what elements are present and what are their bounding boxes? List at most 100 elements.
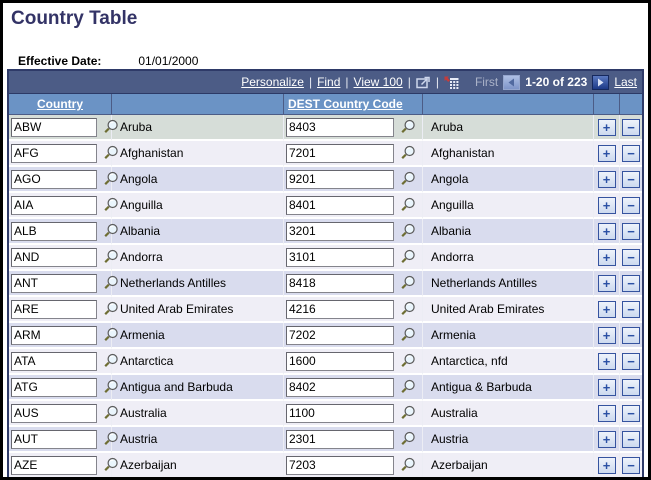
country-code-input[interactable] [11,403,97,423]
country-code-input[interactable] [11,143,97,163]
dest-country-code-input[interactable] [286,169,394,189]
country-name-cell: Armenia [112,323,284,349]
country-column-header[interactable]: Country [37,97,83,111]
country-name: Andorra [120,250,163,264]
country-code-input[interactable] [11,455,97,475]
country-code-input[interactable] [11,117,97,137]
delete-row-button[interactable]: − [622,118,640,136]
add-row-button[interactable]: + [597,196,616,214]
delete-row-button[interactable]: − [622,144,640,162]
lookup-icon[interactable] [400,119,416,135]
country-code-input[interactable] [11,429,97,449]
add-row-button[interactable]: + [597,456,616,474]
view-100-link[interactable]: View 100 [353,75,403,89]
delete-row-button[interactable]: − [622,196,640,214]
personalize-link[interactable]: Personalize [241,75,304,89]
dest-country-code-input[interactable] [286,195,394,215]
dest-country-name: Anguilla [431,198,474,212]
dest-country-code-input[interactable] [286,247,394,267]
lookup-icon[interactable] [400,275,416,291]
delete-row-button[interactable]: − [622,404,640,422]
add-row-button[interactable]: + [597,170,616,188]
dest-country-code-input[interactable] [286,273,394,293]
country-code-input[interactable] [11,247,97,267]
lookup-icon[interactable] [400,431,416,447]
delete-row-button[interactable]: − [622,300,640,318]
country-code-input[interactable] [11,195,97,215]
lookup-icon[interactable] [103,457,119,473]
add-row-button[interactable]: + [597,118,616,136]
delete-row-button[interactable]: − [622,352,640,370]
prev-page-button[interactable] [503,74,521,90]
popup-window-icon[interactable] [416,76,431,89]
dest-country-code-column-header[interactable]: DEST Country Code [288,97,403,111]
add-row-button[interactable]: + [597,222,616,240]
country-code-input[interactable] [11,377,97,397]
add-row-button[interactable]: + [597,300,616,318]
add-row-button[interactable]: + [597,274,616,292]
delete-row-button[interactable]: − [622,326,640,344]
lookup-icon[interactable] [103,197,119,213]
dest-country-code-input[interactable] [286,455,394,475]
country-code-input[interactable] [11,351,97,371]
lookup-icon[interactable] [400,197,416,213]
lookup-icon[interactable] [400,145,416,161]
add-row-button[interactable]: + [597,378,616,396]
delete-row-button[interactable]: − [622,222,640,240]
lookup-icon[interactable] [400,379,416,395]
lookup-icon[interactable] [103,379,119,395]
lookup-icon[interactable] [400,249,416,265]
add-row-button[interactable]: + [597,404,616,422]
dest-country-code-input[interactable] [286,143,394,163]
lookup-icon[interactable] [103,431,119,447]
dest-country-code-input[interactable] [286,429,394,449]
lookup-icon[interactable] [103,327,119,343]
add-row-button[interactable]: + [597,352,616,370]
delete-row-button[interactable]: − [622,430,640,448]
lookup-icon[interactable] [103,275,119,291]
delete-row-button[interactable]: − [622,170,640,188]
add-row-button[interactable]: + [597,430,616,448]
separator: | [435,75,439,89]
last-page-link[interactable]: Last [614,75,637,89]
dest-code-cell [284,193,423,219]
lookup-icon[interactable] [103,249,119,265]
country-code-input[interactable] [11,273,97,293]
dest-country-code-input[interactable] [286,117,394,137]
add-row-button[interactable]: + [597,248,616,266]
lookup-icon[interactable] [400,405,416,421]
add-row-button[interactable]: + [597,144,616,162]
lookup-icon[interactable] [400,353,416,369]
country-code-cell [9,401,119,427]
next-page-button[interactable] [592,74,610,90]
find-link[interactable]: Find [317,75,341,89]
country-code-input[interactable] [11,169,97,189]
dest-country-code-input[interactable] [286,221,394,241]
country-code-input[interactable] [11,299,97,319]
lookup-icon[interactable] [103,171,119,187]
dest-country-code-input[interactable] [286,299,394,319]
dest-country-code-input[interactable] [286,377,394,397]
lookup-icon[interactable] [103,353,119,369]
lookup-icon[interactable] [103,223,119,239]
lookup-icon[interactable] [103,119,119,135]
dest-country-code-input[interactable] [286,403,394,423]
dest-country-code-input[interactable] [286,325,394,345]
delete-row-button[interactable]: − [622,274,640,292]
dest-country-code-input[interactable] [286,351,394,371]
country-code-input[interactable] [11,325,97,345]
lookup-icon[interactable] [400,223,416,239]
lookup-icon[interactable] [400,327,416,343]
lookup-icon[interactable] [400,457,416,473]
lookup-icon[interactable] [103,145,119,161]
delete-row-button[interactable]: − [622,456,640,474]
add-row-button[interactable]: + [597,326,616,344]
country-code-input[interactable] [11,221,97,241]
lookup-icon[interactable] [103,301,119,317]
lookup-icon[interactable] [103,405,119,421]
delete-row-button[interactable]: − [622,248,640,266]
lookup-icon[interactable] [400,301,416,317]
download-grid-icon[interactable] [444,76,459,89]
lookup-icon[interactable] [400,171,416,187]
delete-row-button[interactable]: − [622,378,640,396]
